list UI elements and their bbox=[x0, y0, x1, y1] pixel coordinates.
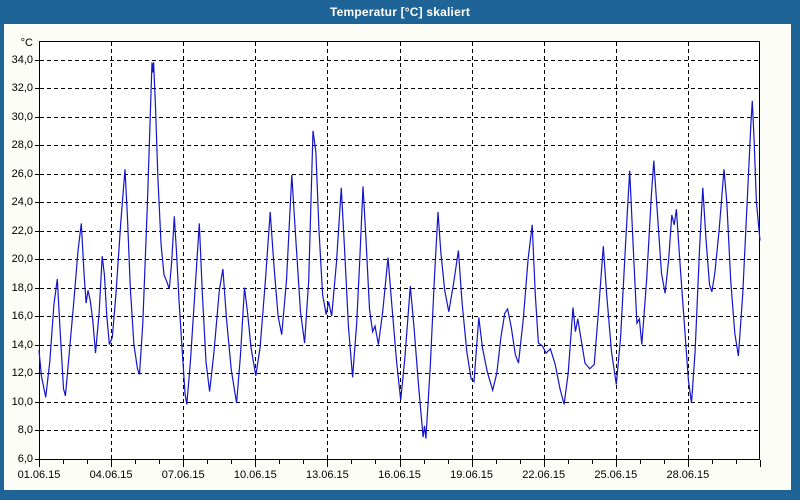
x-tick-label: 28.06.15 bbox=[652, 469, 724, 482]
x-axis-ticks bbox=[40, 460, 761, 467]
y-tick-label: 26,0 bbox=[0, 168, 33, 181]
y-tick-label: 20,0 bbox=[0, 253, 33, 266]
y-tick-label: 30,0 bbox=[0, 111, 33, 124]
x-tick-label: 22.06.15 bbox=[508, 469, 580, 482]
x-tick-label: 13.06.15 bbox=[291, 469, 363, 482]
plot-canvas bbox=[0, 0, 800, 500]
y-tick-label: 24,0 bbox=[0, 196, 33, 209]
x-tick-label: 04.06.15 bbox=[75, 469, 147, 482]
x-tick-label: 10.06.15 bbox=[219, 469, 291, 482]
x-tick-label: 19.06.15 bbox=[436, 469, 508, 482]
y-tick-label: 22,0 bbox=[0, 225, 33, 238]
x-tick-label: 07.06.15 bbox=[147, 469, 219, 482]
y-tick-label: 6,0 bbox=[0, 453, 33, 466]
x-tick-label: 25.06.15 bbox=[580, 469, 652, 482]
x-tick-label: 16.06.15 bbox=[364, 469, 436, 482]
y-tick-label: 16,0 bbox=[0, 310, 33, 323]
y-tick-label: 18,0 bbox=[0, 282, 33, 295]
x-tick-label: 01.06.15 bbox=[3, 469, 75, 482]
plot-border bbox=[40, 42, 760, 460]
y-tick-label: 14,0 bbox=[0, 339, 33, 352]
y-tick-label: 10,0 bbox=[0, 396, 33, 409]
y-tick-label: 8,0 bbox=[0, 424, 33, 437]
y-tick-label: 34,0 bbox=[0, 54, 33, 67]
y-tick-label: 12,0 bbox=[0, 367, 33, 380]
y-axis-ticks bbox=[35, 61, 39, 460]
y-tick-label: 32,0 bbox=[0, 82, 33, 95]
y-tick-label: 28,0 bbox=[0, 139, 33, 152]
